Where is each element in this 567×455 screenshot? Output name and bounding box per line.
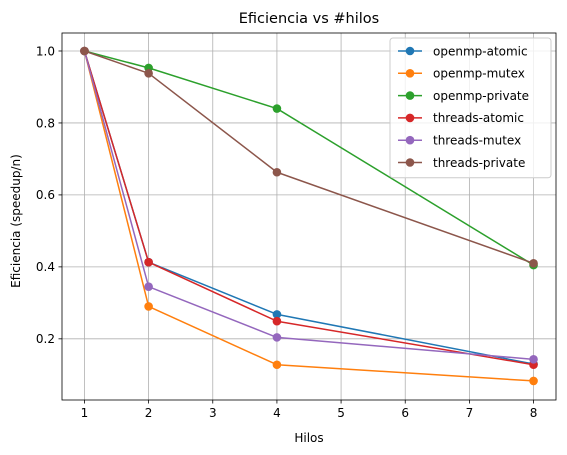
x-tick-label: 3: [209, 406, 217, 420]
x-tick-label: 1: [81, 406, 89, 420]
legend-swatch-marker: [406, 91, 415, 100]
x-tick-label: 4: [273, 406, 281, 420]
legend: openmp-atomic openmp-mutex openmp-private t…: [390, 38, 551, 178]
y-tick-label: 1.0: [36, 44, 55, 58]
data-point-threads-private: [273, 168, 282, 177]
legend-label: threads-mutex: [433, 134, 521, 148]
x-tick-label: 5: [337, 406, 345, 420]
x-tick-label: 6: [401, 406, 409, 420]
x-tick-label: 8: [530, 406, 538, 420]
legend-swatch-marker: [406, 69, 415, 78]
legend-label: threads-atomic: [433, 111, 524, 125]
legend-swatch-marker: [406, 136, 415, 145]
data-point-threads-private: [144, 69, 153, 78]
legend-swatch-marker: [406, 158, 415, 167]
chart-title: Eficiencia vs #hilos: [239, 11, 379, 27]
data-point-threads-private: [80, 47, 89, 56]
data-point-openmp-mutex: [144, 302, 153, 311]
legend-swatch-marker: [406, 114, 415, 123]
data-point-openmp-mutex: [529, 377, 538, 386]
y-tick-label: 0.2: [36, 332, 55, 346]
legend-label: threads-private: [433, 156, 525, 170]
legend-label: openmp-private: [433, 89, 529, 103]
y-tick-label: 0.6: [36, 188, 55, 202]
data-point-threads-mutex: [144, 282, 153, 291]
x-tick-label: 2: [145, 406, 153, 420]
x-tick-label: 7: [466, 406, 474, 420]
data-point-threads-mutex: [273, 333, 282, 342]
data-point-threads-mutex: [529, 355, 538, 364]
legend-label: openmp-mutex: [433, 67, 525, 81]
x-axis-label: Hilos: [294, 431, 323, 445]
data-point-openmp-private: [273, 104, 282, 113]
data-point-openmp-mutex: [273, 360, 282, 369]
legend-swatch-marker: [406, 47, 415, 56]
data-point-threads-private: [529, 259, 538, 268]
data-point-threads-atomic: [144, 258, 153, 267]
y-axis-label: Eficiencia (speedup/n): [9, 154, 23, 288]
y-tick-label: 0.4: [36, 260, 55, 274]
legend-label: openmp-atomic: [433, 44, 528, 58]
y-tick-label: 0.8: [36, 116, 55, 130]
data-point-threads-atomic: [273, 317, 282, 326]
